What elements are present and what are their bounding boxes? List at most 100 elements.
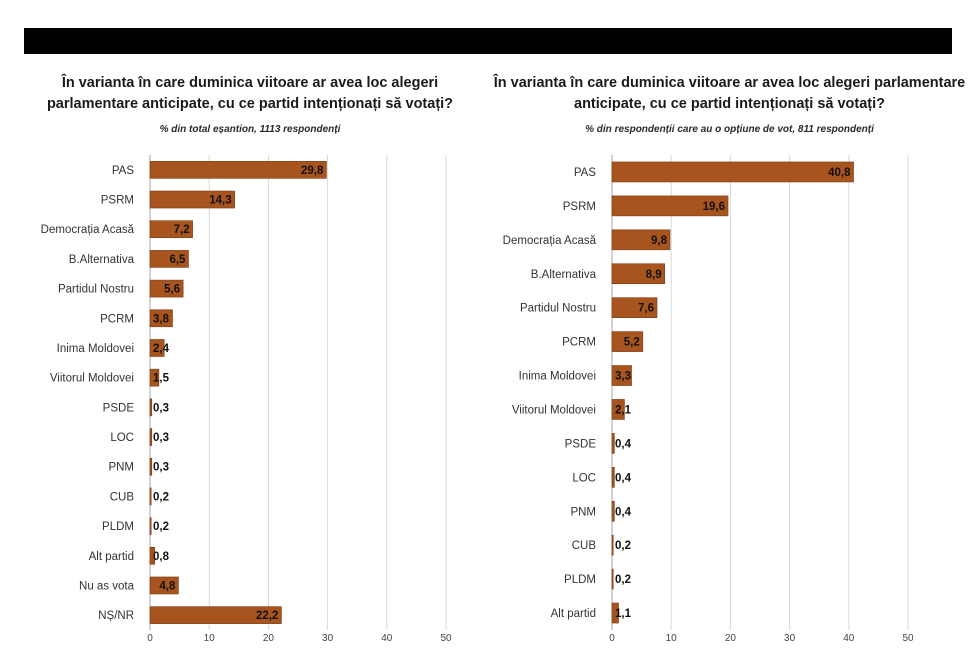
data-label: 7,6 (638, 303, 654, 315)
data-label: 1,1 (615, 608, 632, 620)
x-tick-label: 30 (784, 633, 796, 644)
category-label: Nu as vota (79, 580, 135, 592)
category-label: PAS (574, 167, 596, 179)
bar (149, 428, 153, 446)
category-label: CUB (572, 540, 597, 552)
data-label: 0,2 (153, 521, 169, 533)
bar (149, 487, 152, 506)
category-label: PSRM (563, 201, 596, 213)
bar (149, 517, 152, 535)
category-label: LOC (572, 472, 596, 484)
data-label: 14,3 (209, 195, 231, 207)
top-black-bar (24, 28, 952, 54)
category-label: PLDM (564, 574, 596, 586)
x-tick-label: 10 (666, 633, 678, 644)
data-label: 0,3 (153, 462, 169, 474)
category-label: Partidul Nostru (520, 303, 596, 315)
category-label: PSDE (103, 402, 135, 414)
x-tick-label: 50 (440, 633, 452, 644)
chart-right: În varianta în care duminica viitoare ar… (480, 0, 975, 649)
bar (611, 534, 614, 556)
category-label: PNM (108, 462, 134, 474)
data-label: 0,4 (615, 438, 632, 450)
data-label: 40,8 (828, 167, 851, 179)
bar (149, 576, 179, 595)
data-label: 3,3 (615, 371, 631, 383)
bar (611, 365, 632, 386)
x-tick-label: 0 (609, 633, 615, 644)
category-label: Viitorul Moldovei (512, 404, 596, 416)
chart-title: În varianta în care duminica viitoare ar… (493, 75, 966, 112)
category-label: Democrația Acasă (41, 224, 135, 236)
data-label: 19,6 (703, 201, 725, 213)
data-label: 22,2 (256, 610, 278, 622)
category-label: PSDE (565, 438, 597, 450)
bar (611, 500, 615, 522)
bar (149, 279, 184, 298)
data-label: 0,2 (615, 574, 631, 586)
bar (611, 467, 615, 488)
x-tick-label: 0 (147, 633, 153, 644)
data-label: 2,1 (615, 404, 632, 416)
bar (149, 250, 189, 268)
category-label: Alt partid (89, 551, 134, 563)
data-label: 6,5 (169, 254, 186, 266)
chart-subtitle: % din total eșantion, 1113 respondenți (159, 124, 341, 135)
data-label: 8,9 (646, 269, 662, 281)
bar (149, 161, 327, 179)
bar (149, 309, 173, 328)
data-label: 7,2 (174, 224, 190, 236)
category-label: Alt partid (551, 608, 596, 620)
x-tick-label: 20 (263, 633, 275, 644)
bar (149, 190, 235, 209)
data-label: 9,8 (651, 235, 668, 247)
bar (149, 398, 153, 417)
data-label: 4,8 (159, 580, 176, 592)
bar (149, 339, 165, 357)
data-label: 0,3 (153, 432, 169, 444)
x-tick-label: 10 (204, 633, 216, 644)
bar (149, 220, 193, 239)
bar (611, 433, 615, 454)
category-label: CUB (110, 491, 135, 503)
bar-chart-svg: PAS 29,8 PSRM 14,3 Democrația Acasă 7,2 B.Alte… (41, 155, 452, 644)
category-label: PAS (112, 165, 134, 177)
x-tick-label: 50 (902, 633, 914, 644)
category-label: B.Alternativa (69, 254, 135, 266)
data-label: 0,3 (153, 402, 169, 414)
bar (149, 606, 282, 624)
bar (611, 399, 625, 420)
category-label: PNM (570, 506, 596, 518)
bar (611, 195, 729, 217)
bar (611, 602, 619, 624)
bar (611, 297, 658, 318)
data-label: 29,8 (301, 165, 324, 177)
data-label: 5,2 (624, 337, 640, 349)
category-label: Viitorul Moldovei (50, 373, 134, 385)
bar (149, 457, 153, 476)
category-label: B.Alternativa (531, 269, 597, 281)
data-label: 1,5 (153, 373, 170, 385)
data-label: 0,4 (615, 506, 632, 518)
chart-subtitle: % din respondenții care au o opțiune de … (585, 124, 874, 135)
category-label: PCRM (100, 313, 134, 325)
data-label: 2,4 (153, 343, 170, 355)
chart-title: În varianta în care duminica viitoare ar… (46, 75, 454, 112)
bar (149, 368, 160, 387)
data-label: 0,2 (615, 540, 631, 552)
data-label: 0,4 (615, 472, 632, 484)
x-tick-label: 40 (843, 633, 855, 644)
category-label: Partidul Nostru (58, 284, 134, 296)
data-label: 0,8 (153, 551, 170, 563)
bar (611, 161, 854, 183)
bar (149, 546, 156, 565)
data-label: 3,8 (153, 313, 170, 325)
x-tick-label: 20 (725, 633, 737, 644)
category-label: Inima Moldovei (57, 343, 134, 355)
category-label: PLDM (102, 521, 134, 533)
category-label: NȘ/NR (98, 610, 134, 622)
category-label: Inima Moldovei (519, 371, 596, 383)
data-label: 0,2 (153, 491, 169, 503)
category-label: PSRM (101, 195, 134, 207)
category-label: LOC (110, 432, 134, 444)
